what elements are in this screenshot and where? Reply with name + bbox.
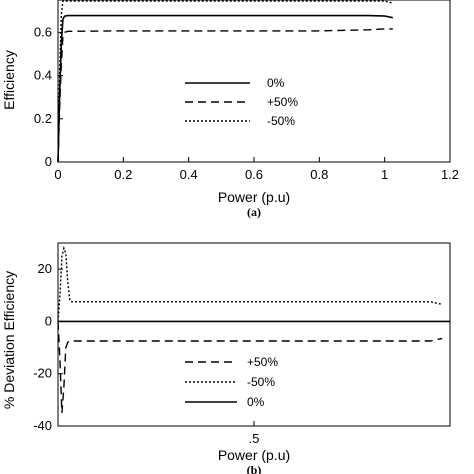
series-line-minus50pct: [57, 0, 393, 163]
legend-entry-label: +50%: [267, 95, 298, 109]
plot-area-a: [57, 0, 451, 163]
x-tick-label: 1.2: [441, 167, 459, 182]
y-tick-label: 0: [45, 154, 52, 169]
y-tick-label: -40: [33, 418, 52, 433]
x-tick-label: 0: [54, 167, 61, 182]
x-axis-label-b: Power (p.u): [218, 447, 290, 463]
legend-a: 0% +50% -50%: [185, 76, 298, 128]
y-axis-label-b: % Deviation Efficiency: [1, 271, 17, 409]
legend-entry-label: 0%: [267, 76, 285, 90]
x-tick-label: 1: [381, 167, 388, 182]
legend-b: +50% -50% 0%: [185, 355, 278, 409]
legend-entry-label: +50%: [247, 355, 278, 369]
series-line-0pct: [57, 14, 393, 163]
x-ticks-a: 0 0.2 0.4 0.6 0.8 1 1.2: [54, 157, 459, 182]
x-tick-label: 0.6: [245, 167, 263, 182]
x-tick-label: 0.8: [310, 167, 328, 182]
y-axis-label-a: Efficiency: [1, 50, 17, 110]
panel-label-b: (b): [247, 463, 262, 474]
y-ticks-b: -40 -20 0 20: [33, 261, 63, 433]
series-line-minus50pct: [57, 245, 443, 322]
y-tick-label: 0.2: [34, 111, 52, 126]
series-line-plus50pct: [57, 28, 393, 163]
panel-a: 0 0.2 0.4 0.6 0.8 1 1.2 00.20.40.6 0%+50%-50% …: [1, 0, 459, 219]
x-axis-label-a: Power (p.u): [218, 189, 290, 205]
y-tick-label: -20: [33, 366, 52, 381]
series-a: [57, 0, 393, 163]
y-tick-label: 0: [45, 313, 52, 328]
x-tick-label: 0.2: [114, 167, 132, 182]
y-ticks-a: 0 0.2 0.4 0.6: [34, 24, 63, 169]
x-tick-label: 0.4: [180, 167, 198, 182]
x-ticks-b: .5: [249, 421, 260, 446]
y-tick-label: 20: [38, 261, 52, 276]
series-line-plus50pct: [57, 321, 443, 413]
legend-entry-label: -50%: [247, 375, 275, 389]
legend-entry-label: 0%: [247, 395, 265, 409]
y-tick-label: 0.4: [34, 68, 52, 83]
series-b: [57, 245, 450, 413]
panel-label-a: (a): [247, 205, 261, 219]
y-tick-label: 0.6: [34, 24, 52, 39]
x-tick-label: .5: [249, 431, 260, 446]
legend-entry-label: -50%: [267, 114, 295, 128]
